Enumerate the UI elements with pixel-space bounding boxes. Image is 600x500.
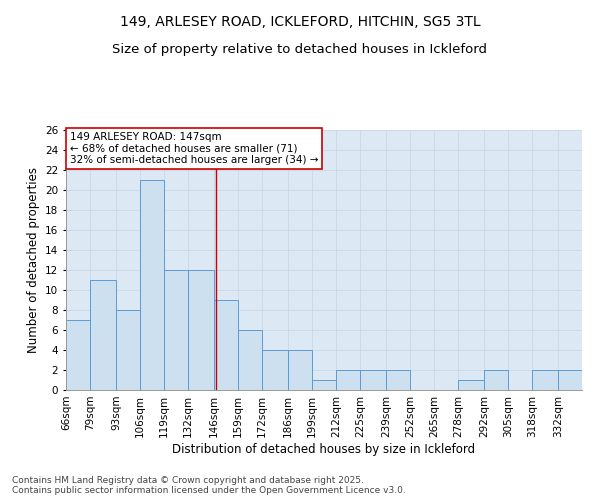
Bar [288,350,312,390]
Bar [262,350,288,390]
Text: Contains HM Land Registry data © Crown copyright and database right 2025.
Contai: Contains HM Land Registry data © Crown c… [12,476,406,495]
Bar [458,380,484,390]
Bar [188,270,214,390]
Bar [312,380,336,390]
Bar [164,270,188,390]
Bar [386,370,410,390]
Text: 149 ARLESEY ROAD: 147sqm
← 68% of detached houses are smaller (71)
32% of semi-d: 149 ARLESEY ROAD: 147sqm ← 68% of detach… [70,132,318,165]
Text: Size of property relative to detached houses in Ickleford: Size of property relative to detached ho… [113,42,487,56]
Bar [116,310,140,390]
Bar [66,320,90,390]
Text: 149, ARLESEY ROAD, ICKLEFORD, HITCHIN, SG5 3TL: 149, ARLESEY ROAD, ICKLEFORD, HITCHIN, S… [119,15,481,29]
Bar [360,370,386,390]
Bar [558,370,582,390]
Bar [214,300,238,390]
Bar [484,370,508,390]
Bar [336,370,360,390]
Bar [140,180,164,390]
Y-axis label: Number of detached properties: Number of detached properties [26,167,40,353]
X-axis label: Distribution of detached houses by size in Ickleford: Distribution of detached houses by size … [172,442,476,456]
Bar [90,280,116,390]
Bar [238,330,262,390]
Bar [532,370,558,390]
